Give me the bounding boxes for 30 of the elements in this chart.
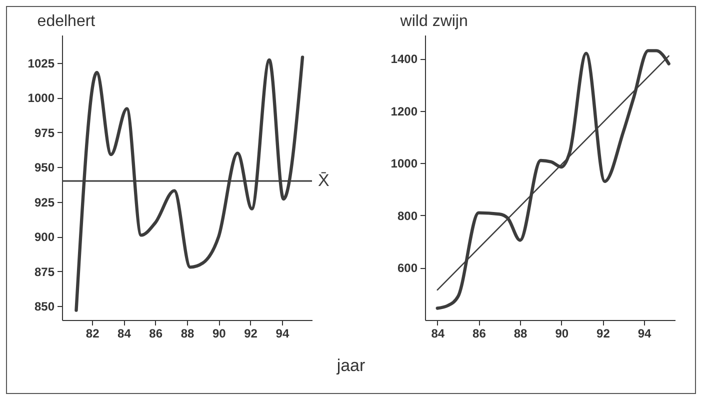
y-tick-label: 600 (397, 261, 418, 276)
y-tick-label: 1200 (390, 104, 418, 118)
x-axis-title: jaar (336, 356, 366, 375)
ref-line-label: X̄ (318, 170, 330, 190)
x-tick-label: 86 (149, 326, 163, 340)
x-tick-label: 90 (555, 326, 569, 340)
y-tick-label: 800 (397, 208, 418, 223)
x-tick-label: 82 (86, 326, 100, 340)
y-tick-label: 975 (34, 126, 55, 140)
x-tick-label: 86 (472, 326, 486, 340)
x-tick-label: 84 (118, 326, 132, 340)
x-tick-label: 94 (276, 326, 290, 340)
y-tick-label: 925 (34, 195, 55, 210)
y-tick-label: 1000 (390, 156, 418, 171)
x-tick-label: 92 (244, 326, 258, 340)
x-tick-label: 92 (596, 326, 610, 340)
x-tick-label: 90 (212, 326, 226, 340)
y-tick-label: 1000 (28, 91, 55, 106)
chart-title: wild zwijn (399, 13, 468, 30)
x-tick-label: 94 (638, 326, 652, 340)
y-tick-label: 1400 (390, 52, 418, 66)
x-tick-label: 88 (514, 326, 528, 340)
x-tick-label: 88 (180, 326, 194, 340)
y-tick-label: 900 (34, 230, 55, 244)
y-tick-label: 875 (34, 264, 55, 279)
chart-title: edelhert (37, 13, 96, 30)
y-tick-label: 950 (34, 160, 55, 175)
x-tick-label: 84 (431, 326, 445, 340)
y-tick-label: 1025 (28, 56, 55, 70)
y-tick-label: 850 (34, 300, 55, 314)
